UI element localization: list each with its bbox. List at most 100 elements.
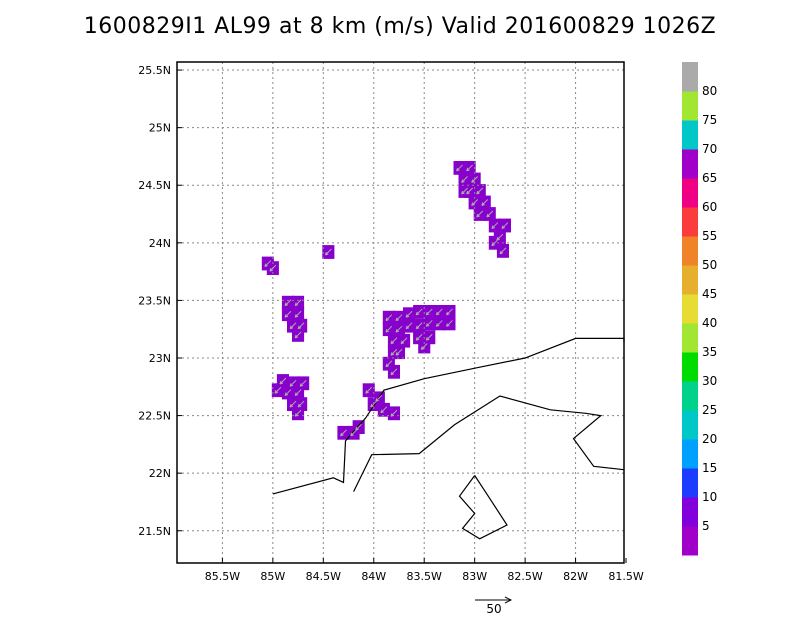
wind-vector	[289, 379, 297, 387]
wind-vector	[415, 333, 423, 341]
colorbar-label: 5	[702, 519, 710, 533]
lat-tick-label: 23N	[149, 352, 171, 365]
lat-tick-label: 25N	[149, 122, 171, 135]
wind-vector	[355, 423, 362, 431]
wind-vector	[499, 247, 507, 255]
colorbar-swatch	[682, 236, 698, 266]
coastline	[458, 475, 508, 540]
wind-vector	[289, 322, 297, 330]
reference-arrow-label: 50	[486, 602, 501, 616]
wind-vector	[425, 308, 433, 316]
lat-tick-label: 24N	[149, 237, 171, 250]
colorbar-swatch	[682, 410, 698, 440]
wind-vector	[350, 429, 357, 437]
wind-vector	[405, 310, 413, 318]
vector-reference: 50	[475, 596, 513, 616]
wind-vector	[491, 222, 499, 230]
colorbar-label: 60	[702, 200, 717, 214]
wind-vector	[284, 299, 292, 307]
lat-tick-label: 23.5N	[138, 294, 171, 307]
wind-vector	[400, 337, 408, 345]
wind-vector	[445, 308, 453, 316]
colorbar-swatch	[682, 439, 698, 469]
colorbar-label: 35	[702, 345, 717, 359]
wind-vector	[476, 187, 484, 195]
lon-tick-label: 83W	[462, 570, 487, 583]
colorbar-swatch	[682, 352, 698, 382]
wind-vector	[294, 299, 302, 307]
colorbar-label: 40	[702, 316, 717, 330]
wind-vector	[466, 187, 473, 195]
lon-tick-label: 85.5W	[205, 570, 240, 583]
colorbar-swatch	[682, 497, 698, 527]
colorbar-swatch	[682, 207, 698, 237]
colorbar-label: 30	[702, 374, 717, 388]
lon-tick-label: 81.5W	[608, 570, 643, 583]
wind-vector	[491, 239, 499, 247]
coastline	[353, 395, 625, 492]
wind-vector	[486, 210, 494, 218]
lon-axis: 85.5W 85W 84.5W 84W 83.5W 83W 82.5W 82W 81.5W	[205, 558, 644, 583]
wind-vector	[390, 409, 398, 417]
wind-vectors-layer	[264, 164, 509, 437]
wind-vector	[395, 325, 403, 333]
colorbar-swatch	[682, 381, 698, 411]
wind-vector	[299, 379, 307, 387]
wind-vector	[425, 333, 433, 341]
wind-vector	[445, 320, 453, 327]
wind-vector	[471, 176, 479, 183]
coastline	[272, 337, 625, 495]
wind-vector	[395, 348, 403, 356]
colorbar-label: 55	[702, 229, 717, 243]
lon-tick-label: 84.5W	[306, 570, 341, 583]
lat-tick-label: 24.5N	[138, 179, 171, 192]
wind-vector	[297, 400, 305, 408]
colorbar-swatch	[682, 149, 698, 179]
wind-vector	[405, 322, 413, 330]
wind-vector	[415, 322, 423, 330]
wind-vector	[390, 337, 398, 345]
lon-tick-label: 82W	[563, 570, 588, 583]
wind-vector	[435, 320, 443, 327]
lat-tick-label: 25.5N	[138, 64, 171, 77]
wind-vector	[274, 386, 282, 394]
wind-vector	[284, 310, 292, 318]
wind-vector	[476, 210, 484, 218]
colorbar-swatch	[682, 91, 698, 121]
lon-tick-label: 85W	[260, 570, 285, 583]
wind-vector	[370, 400, 378, 408]
colorbar-label: 80	[702, 84, 717, 98]
colorbar-swatch	[682, 526, 698, 556]
wind-vector	[279, 377, 287, 385]
wind-vector	[269, 264, 277, 272]
colorbar-swatch	[682, 468, 698, 498]
wind-vector	[466, 164, 473, 172]
lon-tick-label: 84W	[361, 570, 386, 583]
wind-vector	[294, 389, 302, 397]
lon-tick-label: 83.5W	[407, 570, 442, 583]
wind-vector	[425, 320, 433, 327]
colorbar-label: 50	[702, 258, 717, 272]
wind-vector	[294, 409, 302, 417]
colorbar-swatch	[682, 120, 698, 150]
colorbar-label: 25	[702, 403, 717, 417]
plot-title: 1600829I1 AL99 at 8 km (m/s) Valid 20160…	[83, 14, 717, 39]
colorbar-label: 10	[702, 490, 717, 504]
colorbar-swatch	[682, 62, 698, 92]
lon-tick-label: 82.5W	[507, 570, 542, 583]
lat-lon-grid	[177, 62, 624, 563]
wind-vector	[385, 325, 393, 333]
wind-vector	[294, 310, 302, 318]
wind-vector	[395, 314, 403, 322]
colorbar-swatch	[682, 178, 698, 208]
colorbar-swatch	[682, 323, 698, 353]
colorbar-swatch	[682, 265, 698, 295]
colorbar-label: 70	[702, 142, 717, 156]
lat-tick-label: 22.5N	[138, 410, 171, 423]
wind-vector	[380, 406, 388, 414]
colorbar-label: 75	[702, 113, 717, 127]
wind-vector	[435, 308, 443, 316]
wind-vector	[471, 199, 479, 206]
map-frame	[176, 61, 625, 564]
colorbar-label: 65	[702, 171, 717, 185]
